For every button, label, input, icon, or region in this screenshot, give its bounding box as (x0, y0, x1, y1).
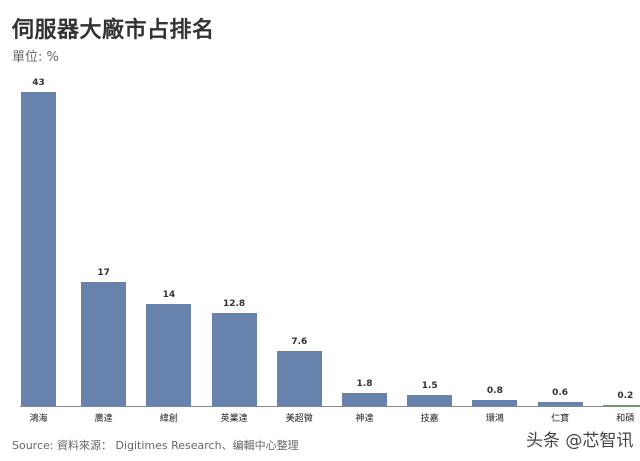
category-label-1: 廣達 (94, 414, 113, 424)
category-label-8: 仁寶 (551, 414, 570, 424)
value-label-9: 0.2 (617, 390, 634, 401)
bar-4 (276, 350, 322, 406)
bar-0 (21, 92, 56, 406)
bar-8 (537, 401, 583, 406)
category-label-2: 緯創 (159, 414, 178, 424)
bar-6 (407, 395, 453, 406)
x-axis-line (20, 406, 640, 407)
bar-5 (342, 392, 387, 406)
chart-title: 伺服器大廠市占排名 (12, 18, 215, 43)
value-label-0: 43 (32, 78, 45, 88)
category-label-0: 鴻海 (29, 414, 48, 424)
category-label-3: 英業達 (220, 414, 248, 424)
category-label-6: 技嘉 (420, 414, 439, 424)
category-label-9: 和碩 (616, 414, 635, 424)
bar-1 (81, 281, 127, 406)
value-label-7: 0.8 (486, 386, 503, 397)
bar-2 (146, 303, 192, 406)
category-label-5: 神達 (355, 414, 374, 424)
watermark: 头条 @芯智讯 (526, 431, 634, 451)
value-label-4: 7.6 (291, 336, 308, 347)
value-label-3: 12.8 (222, 298, 246, 309)
value-label-8: 0.6 (552, 387, 569, 398)
value-label-5: 1.8 (356, 378, 373, 389)
category-label-4: 美超微 (285, 414, 313, 424)
category-label-7: 環鴻 (485, 414, 504, 424)
value-label-6: 1.5 (421, 381, 438, 392)
source-note: Source: 資料來源： Digitimes Research、编輯中心整理 (12, 439, 299, 452)
bar-7 (472, 400, 518, 406)
bar-9 (602, 404, 640, 406)
unit-label: 單位: % (12, 50, 59, 65)
value-label-1: 17 (97, 267, 110, 278)
bar-3 (211, 312, 257, 406)
value-label-2: 14 (162, 289, 176, 300)
